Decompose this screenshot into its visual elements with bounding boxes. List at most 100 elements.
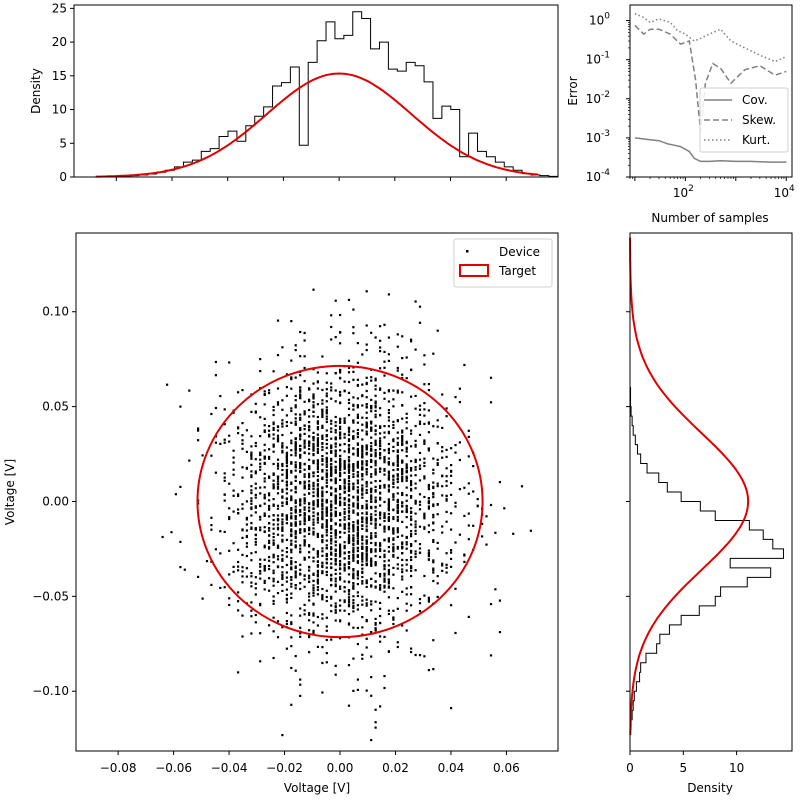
device-point xyxy=(405,465,408,468)
device-point xyxy=(365,396,368,399)
device-point xyxy=(272,445,275,448)
scatter-points xyxy=(161,288,532,742)
device-point xyxy=(210,524,213,527)
device-point xyxy=(392,482,395,486)
device-point xyxy=(343,511,346,514)
device-point xyxy=(321,526,324,529)
device-point xyxy=(339,469,342,472)
device-point xyxy=(379,705,382,708)
right-x-tick-label: 5 xyxy=(679,761,687,775)
device-point xyxy=(370,522,373,525)
device-point xyxy=(294,463,297,467)
device-point xyxy=(263,390,266,393)
device-point xyxy=(347,475,351,478)
device-point xyxy=(268,624,271,627)
device-point xyxy=(343,462,346,465)
device-point xyxy=(383,565,386,568)
device-point xyxy=(334,548,337,551)
device-point xyxy=(418,433,422,436)
device-point xyxy=(356,525,359,528)
device-point xyxy=(370,518,373,521)
device-point xyxy=(401,520,404,523)
device-point xyxy=(356,608,359,611)
device-point xyxy=(414,501,417,504)
device-point xyxy=(370,426,373,429)
scatter-x-tick-label: −0.02 xyxy=(266,761,303,775)
device-point xyxy=(272,556,275,559)
device-point xyxy=(330,527,333,530)
device-point xyxy=(489,603,493,606)
device-point xyxy=(321,503,324,506)
device-point xyxy=(387,528,390,531)
device-point xyxy=(396,607,399,610)
device-point xyxy=(241,447,244,450)
device-point xyxy=(481,535,484,538)
device-point xyxy=(387,573,390,576)
device-point xyxy=(374,721,377,724)
device-point xyxy=(259,577,262,580)
device-point xyxy=(312,431,315,434)
device-point xyxy=(250,453,253,456)
device-point xyxy=(281,526,284,529)
device-point xyxy=(352,569,355,572)
device-point xyxy=(285,551,288,554)
device-point xyxy=(276,528,280,531)
device-point xyxy=(361,545,364,548)
device-point xyxy=(347,451,351,454)
device-point xyxy=(365,520,368,523)
device-point xyxy=(414,502,417,505)
device-point xyxy=(347,463,351,466)
device-point xyxy=(316,495,319,498)
device-point xyxy=(263,512,266,515)
device-point xyxy=(387,336,390,339)
top-x-ticks xyxy=(115,177,507,181)
device-point xyxy=(374,402,377,405)
device-point xyxy=(379,635,382,638)
device-point xyxy=(316,460,319,463)
device-point xyxy=(272,483,275,486)
device-point xyxy=(423,363,426,366)
device-point xyxy=(392,464,395,467)
device-point xyxy=(285,460,288,463)
device-point xyxy=(379,555,382,559)
legend-cov-label: Cov. xyxy=(742,93,768,107)
device-point xyxy=(352,601,355,604)
device-point xyxy=(343,436,346,439)
device-point xyxy=(365,511,368,514)
device-point xyxy=(347,371,351,374)
device-point xyxy=(347,398,351,401)
device-point xyxy=(303,485,306,488)
device-point xyxy=(361,492,364,495)
device-point xyxy=(290,409,293,413)
device-point xyxy=(396,535,399,538)
device-point xyxy=(392,528,395,531)
device-point xyxy=(432,504,435,508)
device-point xyxy=(427,447,430,450)
device-point xyxy=(387,596,390,599)
device-point xyxy=(365,555,368,559)
device-point xyxy=(334,580,337,583)
device-point xyxy=(401,590,404,593)
device-point xyxy=(285,517,288,520)
device-point xyxy=(290,582,293,585)
device-point xyxy=(316,439,319,442)
device-point xyxy=(316,499,319,502)
scatter-x-tick-label: −0.04 xyxy=(211,761,248,775)
device-point xyxy=(276,477,280,480)
right-x-tick-label: 10 xyxy=(729,761,744,775)
device-point xyxy=(268,391,271,395)
device-point xyxy=(294,584,297,587)
device-point xyxy=(356,528,359,532)
device-point xyxy=(401,431,404,434)
device-point xyxy=(321,507,324,510)
device-point xyxy=(401,568,404,571)
device-point xyxy=(339,460,342,463)
device-point xyxy=(259,632,262,635)
device-point xyxy=(374,424,377,427)
device-point xyxy=(472,524,475,527)
device-point xyxy=(325,506,328,509)
device-point xyxy=(276,533,280,536)
device-point xyxy=(467,512,470,515)
